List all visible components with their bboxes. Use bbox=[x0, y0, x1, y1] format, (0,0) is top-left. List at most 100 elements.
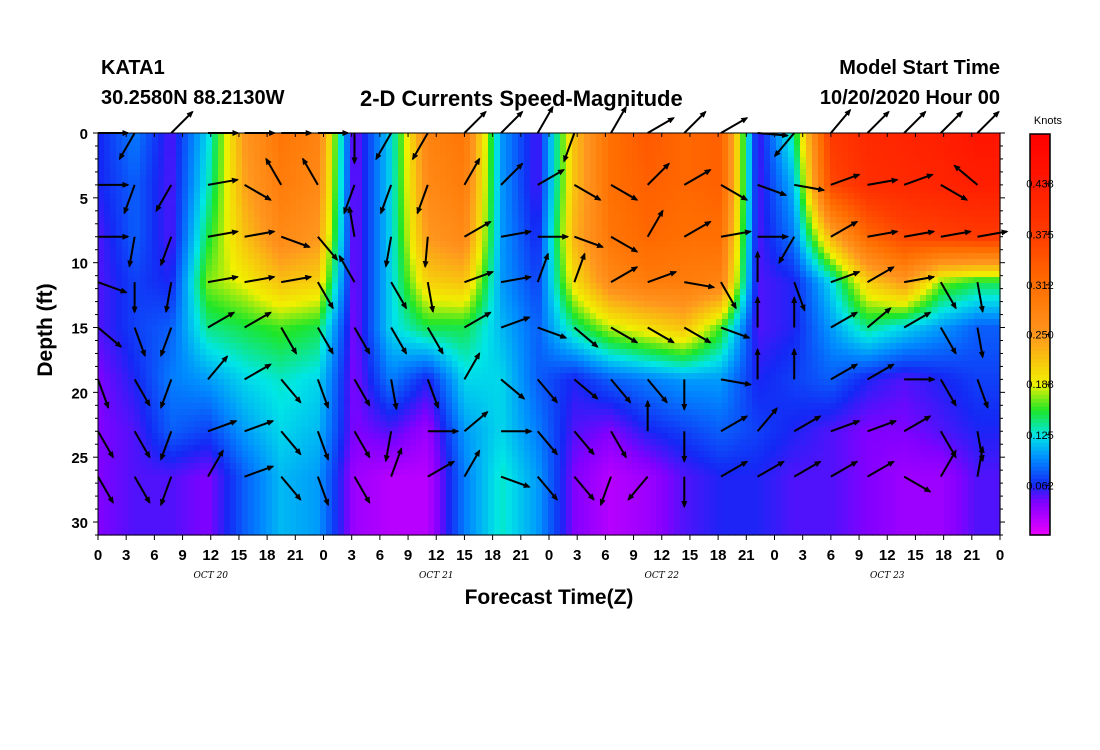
heatmap-cell bbox=[176, 193, 183, 200]
heatmap-cell bbox=[374, 181, 381, 188]
heatmap-cell bbox=[488, 151, 495, 158]
heatmap-cell bbox=[614, 133, 621, 140]
heatmap-cell bbox=[944, 133, 951, 140]
heatmap-cell bbox=[908, 169, 915, 176]
heatmap-cell bbox=[248, 253, 255, 260]
heatmap-cell bbox=[344, 241, 351, 248]
heatmap-cell bbox=[554, 253, 561, 260]
heatmap-cell bbox=[716, 133, 723, 140]
heatmap-cell bbox=[794, 283, 801, 290]
heatmap-cell bbox=[968, 187, 975, 194]
heatmap-cell bbox=[404, 313, 411, 320]
heatmap-cell bbox=[686, 211, 693, 218]
heatmap-cell bbox=[362, 181, 369, 188]
heatmap-cell bbox=[590, 247, 597, 254]
heatmap-cell bbox=[962, 325, 969, 332]
heatmap-cell bbox=[758, 181, 765, 188]
heatmap-cell bbox=[404, 289, 411, 296]
heatmap-cell bbox=[932, 289, 939, 296]
heatmap-cell bbox=[590, 265, 597, 272]
heatmap-cell bbox=[584, 175, 591, 182]
heatmap-cell bbox=[812, 253, 819, 260]
heatmap-cell bbox=[278, 193, 285, 200]
speed-heatmap bbox=[98, 133, 1001, 536]
heatmap-cell bbox=[482, 187, 489, 194]
heatmap-cell bbox=[812, 217, 819, 224]
heatmap-cell bbox=[380, 253, 387, 260]
heatmap-cell bbox=[98, 211, 105, 218]
heatmap-cell bbox=[554, 211, 561, 218]
heatmap-cell bbox=[416, 271, 423, 278]
heatmap-cell bbox=[914, 265, 921, 272]
heatmap-cell bbox=[722, 181, 729, 188]
heatmap-cell bbox=[782, 151, 789, 158]
heatmap-cell bbox=[944, 193, 951, 200]
heatmap-cell bbox=[704, 259, 711, 266]
heatmap-cell bbox=[152, 253, 159, 260]
heatmap-cell bbox=[752, 271, 759, 278]
heatmap-cell bbox=[854, 235, 861, 242]
heatmap-cell bbox=[890, 217, 897, 224]
heatmap-cell bbox=[536, 211, 543, 218]
heatmap-cell bbox=[860, 247, 867, 254]
heatmap-cell bbox=[560, 133, 567, 140]
heatmap-cell bbox=[794, 181, 801, 188]
heatmap-cell bbox=[680, 223, 687, 230]
heatmap-cell bbox=[290, 235, 297, 242]
heatmap-cell bbox=[122, 277, 129, 284]
heatmap-cell bbox=[398, 271, 405, 278]
heatmap-cell bbox=[368, 295, 375, 302]
heatmap-cell bbox=[938, 313, 945, 320]
heatmap-cell bbox=[326, 163, 333, 170]
heatmap-cell bbox=[860, 325, 867, 332]
heatmap-cell bbox=[278, 277, 285, 284]
heatmap-cell bbox=[632, 283, 639, 290]
heatmap-cell bbox=[386, 169, 393, 176]
heatmap-cell bbox=[110, 187, 117, 194]
heatmap-cell bbox=[98, 133, 105, 140]
heatmap-cell bbox=[512, 217, 519, 224]
heatmap-cell bbox=[956, 301, 963, 308]
heatmap-cell bbox=[584, 169, 591, 176]
heatmap-cell bbox=[722, 151, 729, 158]
heatmap-cell bbox=[428, 247, 435, 254]
heatmap-cell bbox=[752, 199, 759, 206]
heatmap-cell bbox=[680, 163, 687, 170]
heatmap-cell bbox=[896, 229, 903, 236]
heatmap-cell bbox=[980, 157, 987, 164]
heatmap-cell bbox=[248, 259, 255, 266]
heatmap-cell bbox=[680, 301, 687, 308]
heatmap-cell bbox=[668, 181, 675, 188]
heatmap-cell bbox=[506, 205, 513, 212]
heatmap-cell bbox=[278, 283, 285, 290]
heatmap-cell bbox=[566, 277, 573, 284]
heatmap-cell bbox=[776, 241, 783, 248]
heatmap-cell bbox=[248, 247, 255, 254]
heatmap-cell bbox=[110, 283, 117, 290]
heatmap-cell bbox=[800, 277, 807, 284]
heatmap-cell bbox=[596, 271, 603, 278]
heatmap-cell bbox=[410, 157, 417, 164]
heatmap-cell bbox=[974, 139, 981, 146]
heatmap-cell bbox=[950, 235, 957, 242]
heatmap-cell bbox=[452, 259, 459, 266]
heatmap-cell bbox=[350, 199, 357, 206]
heatmap-cell bbox=[944, 187, 951, 194]
heatmap-cell bbox=[902, 199, 909, 206]
heatmap-cell bbox=[758, 283, 765, 290]
heatmap-cell bbox=[884, 157, 891, 164]
heatmap-cell bbox=[128, 265, 135, 272]
heatmap-cell bbox=[626, 175, 633, 182]
heatmap-cell bbox=[386, 313, 393, 320]
heatmap-cell bbox=[176, 319, 183, 326]
heatmap-cell bbox=[746, 175, 753, 182]
heatmap-cell bbox=[974, 187, 981, 194]
heatmap-cell bbox=[362, 307, 369, 314]
heatmap-cell bbox=[590, 277, 597, 284]
heatmap-cell bbox=[572, 211, 579, 218]
heatmap-cell bbox=[620, 199, 627, 206]
heatmap-cell bbox=[404, 235, 411, 242]
heatmap-cell bbox=[554, 313, 561, 320]
heatmap-cell bbox=[698, 133, 705, 140]
heatmap-cell bbox=[188, 181, 195, 188]
